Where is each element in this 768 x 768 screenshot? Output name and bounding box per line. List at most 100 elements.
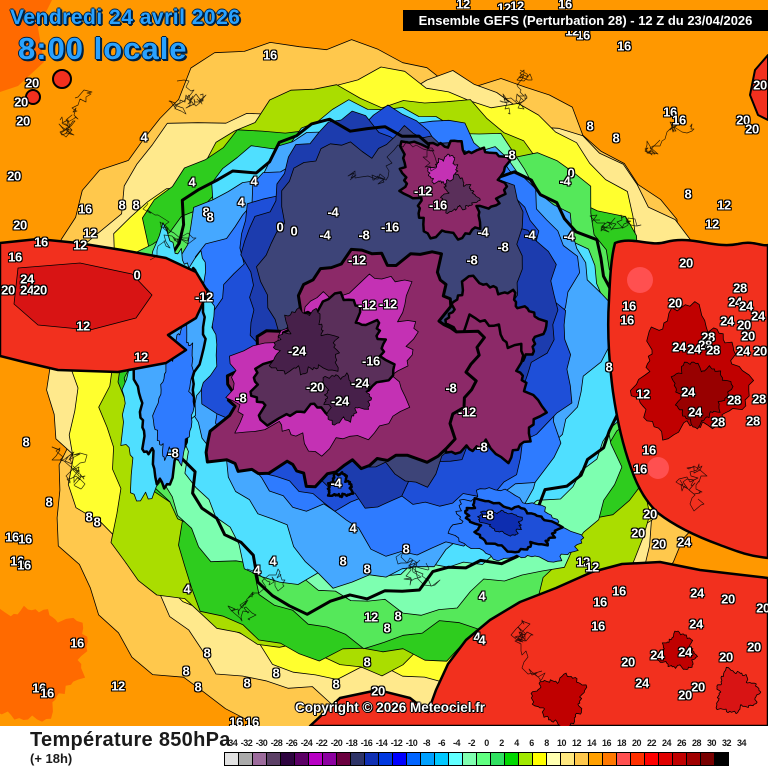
colorbar-box — [434, 752, 449, 766]
coastline — [227, 568, 286, 622]
colorbar-box — [322, 752, 337, 766]
coastline — [347, 140, 438, 185]
colorbar-box — [658, 752, 673, 766]
colorbar-box — [224, 752, 239, 766]
colorbar-box — [546, 752, 561, 766]
hot-corner-bottomleft — [0, 605, 88, 722]
colorbar-tick: 16 — [601, 738, 612, 748]
hot-bright-spot — [647, 457, 669, 479]
colorbar-tick: 28 — [691, 738, 702, 748]
colorbar-tick: -28 — [270, 738, 283, 748]
colorbar-tick: -24 — [300, 738, 313, 748]
colorbar-box — [490, 752, 505, 766]
parameter-title: Température 850hPa — [30, 729, 231, 751]
colorbar-box — [378, 752, 393, 766]
colorbar-box — [364, 752, 379, 766]
colorbar-tick: 4 — [514, 738, 519, 748]
colorbar-box — [574, 752, 589, 766]
colorbar-box — [714, 752, 729, 766]
forecast-date-block: Vendredi 24 avril 2026 8:00 locale — [10, 6, 240, 67]
hot-region-left-core — [13, 262, 153, 331]
colorbar-tick: 30 — [706, 738, 717, 748]
colorbar-box — [448, 752, 463, 766]
colorbar-box — [420, 752, 435, 766]
colorbar-tick: -22 — [315, 738, 328, 748]
coastline — [395, 551, 441, 587]
colorbar-tick: 14 — [586, 738, 597, 748]
colorbar-box — [672, 752, 687, 766]
colorbar-tick: 6 — [529, 738, 534, 748]
colorbar-tick: -32 — [240, 738, 253, 748]
colorbar-box — [518, 752, 533, 766]
colorbar-tick: -2 — [467, 738, 476, 748]
colorbar-box — [700, 752, 715, 766]
copyright-label: Copyright © 2026 Meteociel.fr — [295, 700, 485, 715]
colorbar-tick: 10 — [556, 738, 567, 748]
colorbar-tick: -26 — [285, 738, 298, 748]
colorbar-box — [602, 752, 617, 766]
forecast-local-time: 8:00 locale — [18, 31, 188, 66]
hot-corner-topleft — [0, 0, 52, 92]
colorbar-box — [294, 752, 309, 766]
hot-bottom-core — [530, 672, 588, 732]
colorbar-box — [252, 752, 267, 766]
cold-spot — [326, 471, 355, 499]
colorbar-tick: 32 — [721, 738, 732, 748]
coastline — [168, 79, 207, 115]
colorbar-box — [280, 752, 295, 766]
colorbar-tick: -16 — [360, 738, 373, 748]
cold-pocket-core — [477, 509, 523, 537]
hot-spot — [52, 69, 72, 89]
coastline — [675, 463, 708, 512]
hot-bottom-core — [657, 630, 698, 670]
colorbar-tick: -30 — [255, 738, 268, 748]
colorbar-tick: 22 — [646, 738, 657, 748]
hot-bright-spot — [627, 267, 653, 293]
colorbar-tick: 18 — [616, 738, 627, 748]
colorbar-box — [308, 752, 323, 766]
colorbar-box — [588, 752, 603, 766]
colorbar-tick: -34 — [225, 738, 238, 748]
model-run-bar: Ensemble GEFS (Perturbation 28) - 12 Z d… — [403, 10, 768, 31]
colorbar-tick: -6 — [437, 738, 446, 748]
colorbar-tick: 26 — [676, 738, 687, 748]
colorbar-box — [392, 752, 407, 766]
colorbar-box — [504, 752, 519, 766]
model-run-text: Ensemble GEFS (Perturbation 28) - 12 Z d… — [418, 13, 753, 28]
coastline — [58, 89, 93, 138]
colorbar-box — [686, 752, 701, 766]
colorbar-box — [560, 752, 575, 766]
cold-core-dark — [322, 372, 372, 426]
colorbar-box — [406, 752, 421, 766]
colorbar-tick: 8 — [544, 738, 549, 748]
colorbar-box — [476, 752, 491, 766]
colorbar-tick: 2 — [499, 738, 504, 748]
colorbar-tick: 34 — [736, 738, 747, 748]
colorbar-box — [336, 752, 351, 766]
hot-region-right-core2 — [670, 361, 734, 430]
colorbar-tick: -12 — [390, 738, 403, 748]
colorbar-tick: 24 — [661, 738, 672, 748]
colorbar-tick: -4 — [452, 738, 461, 748]
hot-spot — [25, 89, 41, 105]
coastline — [589, 214, 642, 233]
forecast-step: (+ 18h) — [30, 751, 73, 766]
coastline — [510, 619, 546, 682]
colorbar-box — [532, 752, 547, 766]
temperature-colorbar — [224, 752, 729, 766]
colorbar-tick: 0 — [484, 738, 489, 748]
colorbar-tick: -14 — [375, 738, 388, 748]
colorbar-tick: -18 — [345, 738, 358, 748]
colorbar-tick: -8 — [422, 738, 431, 748]
colorbar-box — [462, 752, 477, 766]
colorbar-tick: -20 — [330, 738, 343, 748]
cold-tongue-core — [152, 324, 195, 467]
colorbar-box — [616, 752, 631, 766]
colorbar-tick: -10 — [405, 738, 418, 748]
hot-bottom-core — [715, 666, 762, 714]
coastline — [51, 446, 88, 490]
coastline — [644, 120, 695, 156]
colorbar-tick: 20 — [631, 738, 642, 748]
